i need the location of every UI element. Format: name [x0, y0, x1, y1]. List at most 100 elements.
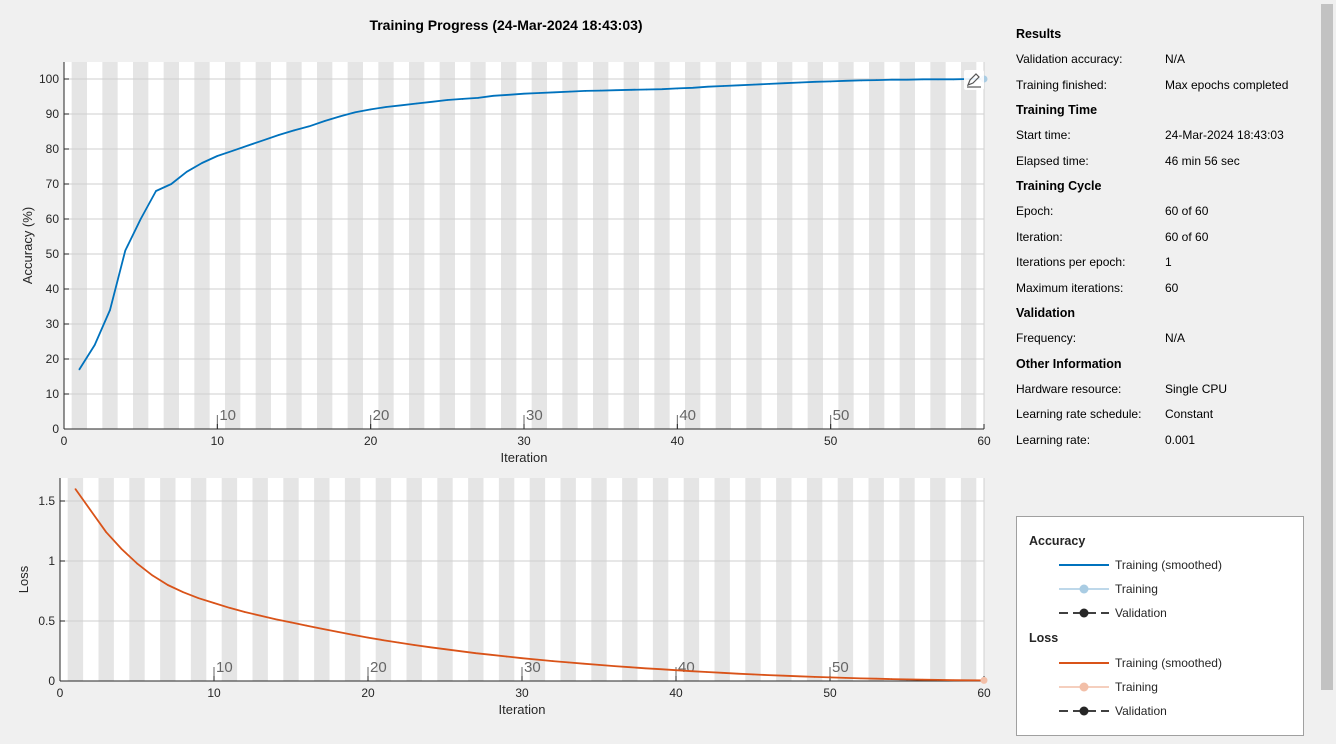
epoch-stripe — [378, 62, 394, 429]
y-tick-label: 0 — [52, 422, 59, 436]
section-title: Validation — [1016, 306, 1076, 320]
data-point — [722, 85, 725, 87]
data-point — [293, 129, 295, 132]
data-point — [185, 170, 188, 173]
data-point — [90, 509, 92, 512]
info-value: 1 — [1165, 255, 1172, 269]
data-point — [523, 92, 525, 95]
data-point — [385, 106, 387, 108]
epoch-stripe — [255, 62, 271, 429]
data-point — [505, 655, 508, 658]
epoch-stripe — [375, 478, 392, 681]
data-point — [659, 668, 662, 671]
epoch-stripe — [683, 478, 700, 681]
epoch-stripe — [498, 478, 515, 681]
x-tick-label: 40 — [671, 434, 685, 448]
data-point — [247, 144, 249, 147]
data-point — [645, 88, 648, 91]
info-label: Iterations per epoch: — [1016, 255, 1126, 269]
epoch-stripe — [868, 478, 884, 681]
data-point — [737, 84, 740, 87]
data-point — [136, 562, 138, 565]
x-axis-label: Iteration — [501, 450, 548, 465]
info-row: Elapsed time: 46 min 56 sec — [1016, 149, 1316, 175]
y-tick-label: 1.5 — [38, 494, 55, 508]
epoch-stripe — [745, 478, 761, 681]
data-point — [155, 190, 157, 192]
plot-area — [60, 478, 984, 681]
epoch-stripe — [225, 62, 241, 429]
data-point — [78, 368, 81, 371]
y-tick-label: 80 — [46, 142, 60, 156]
data-point — [259, 614, 262, 617]
data-point — [151, 574, 154, 577]
info-label: Iteration: — [1016, 229, 1063, 244]
data-point — [967, 679, 970, 682]
data-point — [290, 621, 292, 624]
chart-title: Training Progress (24-Mar-2024 18:43:03) — [369, 17, 643, 33]
epoch-stripe — [899, 62, 915, 429]
epoch-stripe — [71, 62, 87, 429]
epoch-stripe — [622, 478, 638, 681]
epoch-label: 20 — [370, 659, 387, 676]
epoch-stripe — [347, 62, 363, 429]
data-point — [428, 646, 431, 648]
data-point — [661, 88, 663, 90]
data-point — [952, 679, 954, 681]
data-point — [582, 662, 585, 665]
data-point — [444, 648, 446, 650]
data-point — [231, 149, 234, 152]
info-label: Epoch: — [1016, 204, 1054, 218]
info-label: Training finished: — [1016, 77, 1107, 92]
epoch-stripe — [252, 478, 268, 681]
data-point — [446, 99, 449, 101]
data-point — [553, 91, 556, 94]
x-tick-label: 60 — [977, 686, 991, 700]
info-row: Validation accuracy: N/A — [1016, 47, 1316, 73]
epoch-stripe — [529, 478, 546, 681]
data-point — [598, 664, 600, 666]
data-point — [675, 669, 677, 671]
vertical-scrollbar[interactable] — [1321, 4, 1333, 690]
data-point — [630, 89, 633, 91]
data-point — [216, 155, 219, 157]
x-tick-label: 30 — [517, 434, 531, 448]
data-point — [783, 82, 786, 84]
data-point — [707, 85, 709, 88]
data-point — [829, 676, 831, 679]
info-value: 60 — [1165, 280, 1179, 295]
accuracy-line — [78, 78, 984, 370]
info-row: Learning rate schedule: Constant — [1016, 402, 1316, 428]
data-point — [569, 90, 571, 93]
data-point — [752, 673, 754, 676]
legend-label: Training — [1115, 680, 1158, 694]
epoch-stripe — [194, 62, 210, 429]
data-point — [552, 660, 554, 662]
y-tick-label: 40 — [46, 282, 60, 296]
data-point — [167, 584, 169, 586]
info-value: 46 min 56 sec — [1165, 153, 1240, 168]
info-label: Frequency: — [1016, 331, 1077, 345]
info-row: Epoch: 60 of 60 — [1016, 199, 1316, 225]
epoch-label: 30 — [526, 407, 543, 424]
data-point — [767, 674, 770, 676]
x-tick-label: 0 — [57, 686, 64, 700]
legend-label: Training (smoothed) — [1115, 558, 1222, 572]
y-tick-label: 1 — [48, 554, 55, 568]
epoch-stripe — [67, 478, 84, 681]
data-point — [952, 78, 955, 81]
export-icon[interactable] — [964, 70, 984, 90]
data-point — [629, 666, 631, 668]
data-point — [492, 95, 495, 97]
data-point — [845, 79, 847, 82]
epoch-stripe — [899, 478, 915, 681]
y-tick-label: 10 — [46, 387, 60, 401]
data-point — [477, 97, 479, 99]
epoch-label: 20 — [373, 407, 390, 424]
epoch-stripe — [160, 478, 176, 681]
x-tick-label: 10 — [207, 686, 221, 700]
epoch-stripe — [317, 62, 333, 429]
epoch-stripe — [623, 62, 639, 429]
epoch-stripe — [221, 478, 238, 681]
epoch-stripe — [560, 478, 576, 681]
